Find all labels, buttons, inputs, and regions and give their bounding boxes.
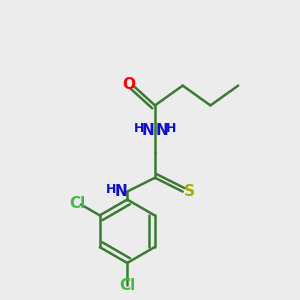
Text: H: H [166, 122, 176, 135]
Text: Cl: Cl [119, 278, 135, 293]
Text: N: N [115, 184, 128, 199]
Text: N: N [155, 123, 168, 138]
Text: Cl: Cl [69, 196, 85, 211]
Text: O: O [123, 77, 136, 92]
Text: S: S [184, 184, 195, 199]
Text: H: H [106, 183, 116, 196]
Text: N: N [142, 123, 154, 138]
Text: H: H [134, 122, 144, 135]
